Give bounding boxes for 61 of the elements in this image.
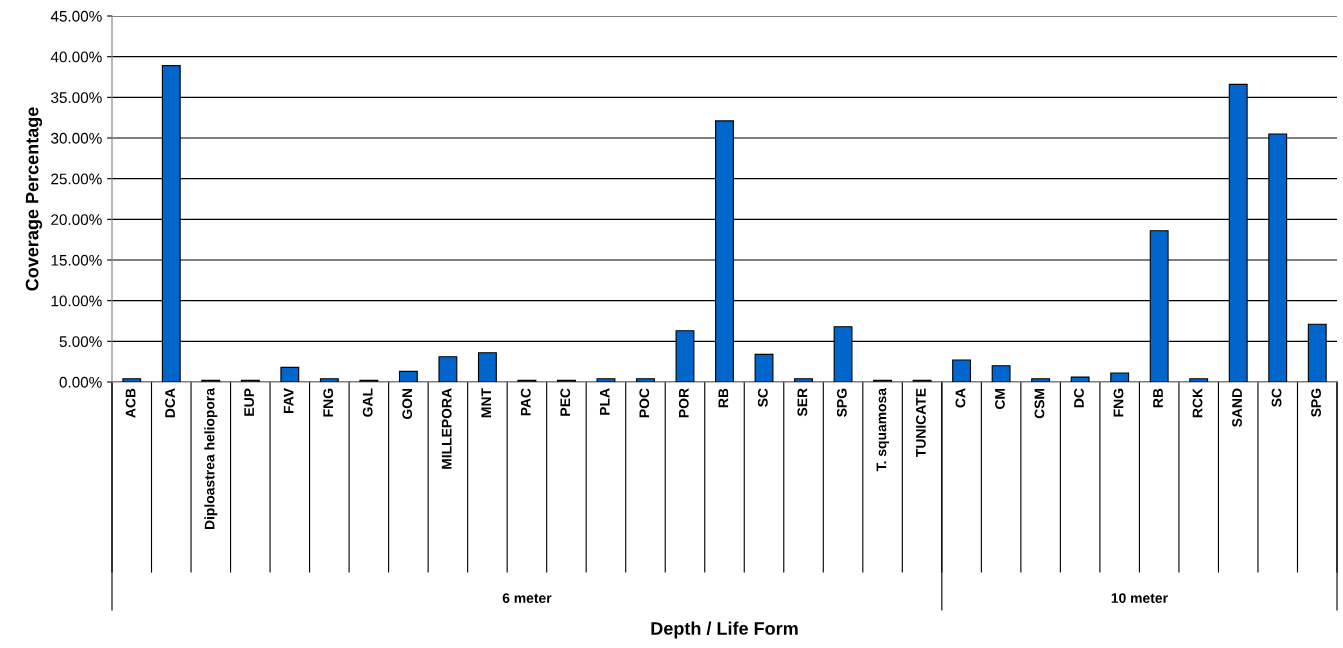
y-axis-title: Coverage Percentage [25,107,43,291]
bar [754,353,774,382]
x-tick-label: DC [1074,388,1084,408]
bar [952,359,972,382]
x-tick-label: MNT [481,388,491,418]
x-tick-label: POR [678,388,689,418]
x-tick-label: DCA [165,388,175,418]
x-tick-label: SPG [1311,388,1321,417]
x-tick-label: POC [639,388,650,418]
bar [1189,378,1209,382]
bar [280,366,300,382]
x-tick-label: GAL [362,388,373,417]
x-tick-label: SPG [836,388,847,417]
x-tick-label: FNG [1113,388,1124,417]
x-tick-label: SER [797,388,808,417]
bar [991,365,1011,382]
y-tick-label: 15.00% [51,254,102,266]
bar [438,356,458,382]
bar [596,378,616,382]
y-tick-label: 40.00% [50,51,102,63]
bar [122,378,142,382]
x-tick-label: RB [1153,388,1163,408]
bar [636,378,655,382]
text: Depth / Life Form [651,621,798,639]
x-tick-label: SAND [1232,388,1242,427]
x-tick-label: Diploastrea heliopora [204,387,218,530]
x-tick-label: PAC [520,388,531,416]
x-tick-label: PEC [560,388,571,416]
bar [319,378,339,382]
text: 10 meter [1111,593,1168,603]
x-tick-label: FNG [323,388,334,417]
x-tick-label: ACB [125,388,136,418]
x-tick-label: RB [718,388,729,408]
x-tick-label: MILLEPORA [441,388,452,469]
bar [794,378,813,382]
x-tick-label: T. squamosa [876,387,890,472]
x-tick-label: CA [955,388,966,408]
y-tick-label: 45.00% [50,10,102,22]
text: 6 meter [502,593,552,603]
bar [1110,372,1130,382]
y-tick-label: 30.00% [51,132,102,144]
x-tick-label: SC [1271,388,1282,407]
x-tick-label: TUNICATE [915,388,926,458]
y-tick-label: 20.00% [51,214,102,226]
y-tick-label: 5.00% [59,336,102,348]
x-tick-label: RCK [1192,388,1203,418]
bar [477,352,497,382]
bar [1070,376,1090,382]
x-tick-label: EUP [244,388,255,416]
y-tick-label: 0.00% [59,376,102,388]
y-tick-label: 25.00% [51,173,102,185]
y-tick-label: 10.00% [51,295,102,307]
x-tick-label: GON [402,388,413,420]
x-tick-label: FAV [283,388,294,414]
x-tick-label: CM [995,388,1005,410]
bar [1031,378,1051,382]
bar [398,370,418,382]
x-tick-label: PLA [599,388,610,415]
y-tick-label: 35.00% [51,92,102,104]
x-tick-label: CSM [1034,388,1045,419]
x-tick-label: SC [757,388,768,407]
